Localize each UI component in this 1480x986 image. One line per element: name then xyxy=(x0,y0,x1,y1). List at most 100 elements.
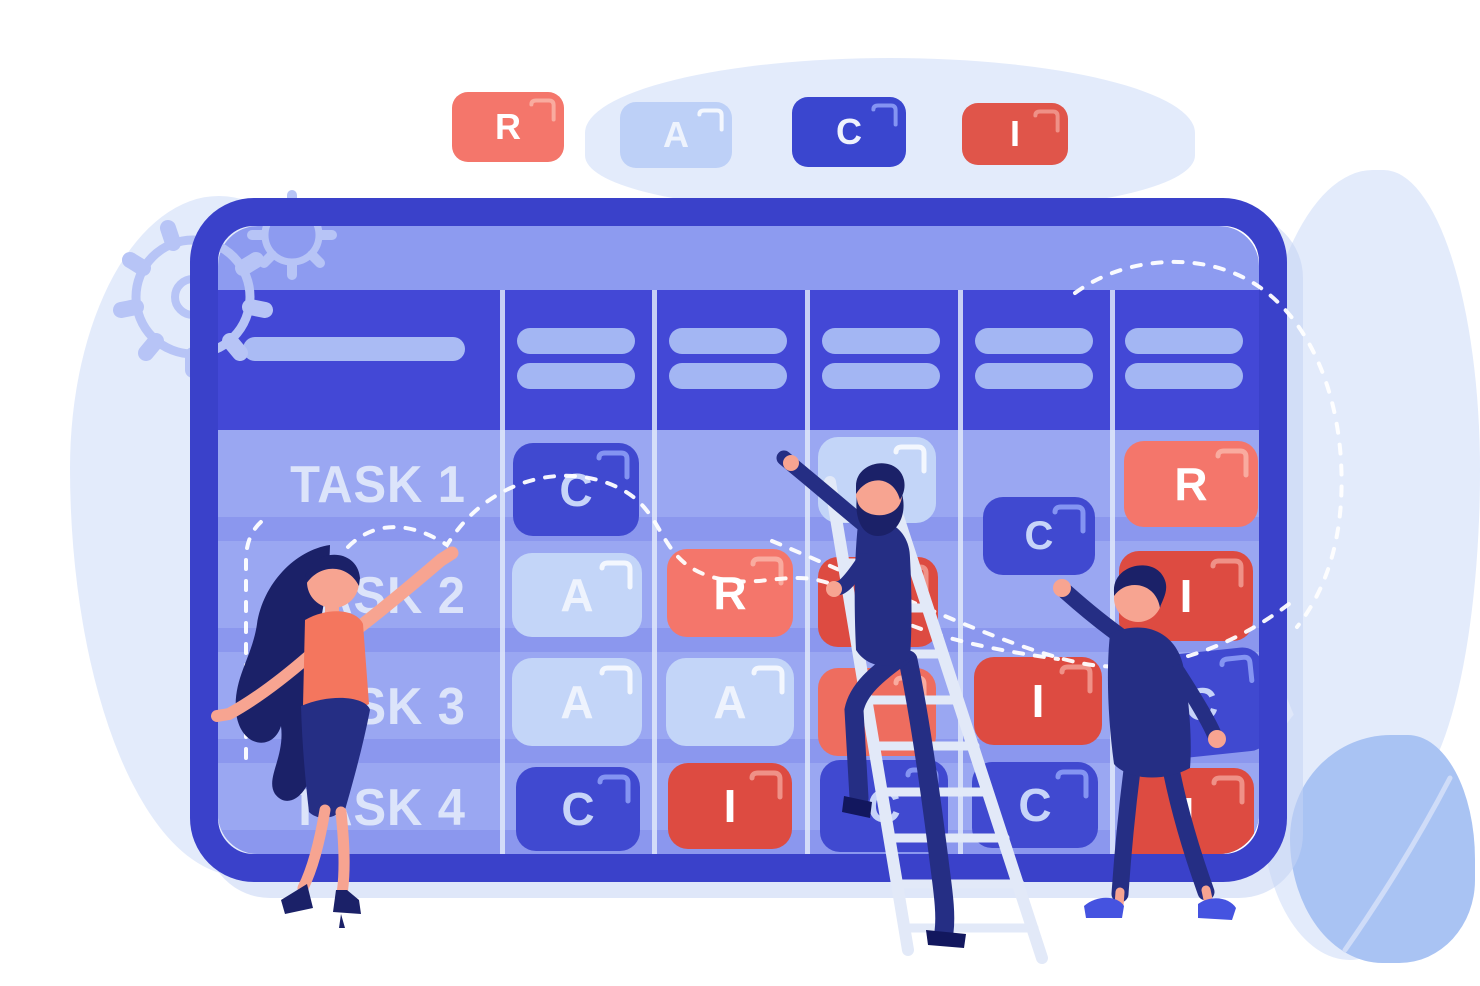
corner-bracket-icon xyxy=(1211,775,1245,805)
corner-bracket-icon xyxy=(599,560,633,590)
corner-bracket-icon xyxy=(751,665,785,695)
legend-badge-i: I xyxy=(962,103,1068,165)
man-right-leg xyxy=(1163,765,1215,901)
header-placeholder-bar xyxy=(1125,363,1243,389)
badge-letter: A xyxy=(560,569,594,621)
corner-bracket-icon xyxy=(871,103,898,127)
corner-bracket-icon xyxy=(599,665,633,695)
corner-bracket-icon xyxy=(596,450,630,480)
raci-badge-held-under-arm: C xyxy=(1130,645,1259,763)
legend-badge-r: R xyxy=(452,92,564,162)
man-climbing-shoe xyxy=(926,930,966,948)
woman-heel-shoe xyxy=(281,884,313,914)
man-climbing-hair xyxy=(856,463,905,500)
badge-letter: I xyxy=(1179,570,1193,622)
corner-bracket-icon xyxy=(1033,109,1060,133)
header-placeholder-bar xyxy=(517,363,635,389)
man-climbing-bent-leg xyxy=(844,646,912,808)
badge-letter: I xyxy=(1009,113,1020,154)
corner-bracket-icon xyxy=(1059,664,1093,694)
column-separator xyxy=(958,290,963,854)
badge-letter: A xyxy=(560,676,594,728)
woman-skirt xyxy=(301,697,370,818)
badge-letter: I xyxy=(1031,675,1045,727)
badge-letter: I xyxy=(723,780,737,832)
raci-badge-r: R xyxy=(667,549,793,637)
header-placeholder-bar xyxy=(1125,328,1243,354)
corner-bracket-icon xyxy=(697,108,724,132)
corner-bracket-icon xyxy=(597,774,631,804)
corner-bracket-icon xyxy=(1210,558,1244,588)
corner-bracket-icon xyxy=(749,770,783,800)
badge-letter: R xyxy=(713,567,747,619)
man-right-down-arm xyxy=(1170,664,1222,742)
figure-man-climbing xyxy=(776,450,966,948)
raci-badge-c: C xyxy=(972,762,1098,848)
raci-badge-a: A xyxy=(512,658,642,746)
task-label: TASK 1 xyxy=(290,456,466,514)
raci-badge-i: I xyxy=(974,657,1102,745)
column-separator xyxy=(1110,290,1115,854)
man-right-shoe xyxy=(1084,897,1124,918)
corner-bracket-icon xyxy=(1219,654,1255,684)
leaf-vein xyxy=(1342,775,1453,953)
column-separator xyxy=(500,290,505,854)
corner-bracket-icon xyxy=(1215,448,1249,478)
man-climbing-torso xyxy=(854,520,912,666)
badge-letter: A xyxy=(713,676,747,728)
woman-front-hair xyxy=(305,554,360,586)
man-climbing-beard xyxy=(856,494,904,536)
woman-top xyxy=(303,611,369,715)
column-separator xyxy=(805,290,810,854)
man-climbing-shoe xyxy=(842,796,872,818)
badge-letter: C xyxy=(1018,779,1052,831)
badge-letter: R xyxy=(495,106,521,147)
raci-badge-c: C xyxy=(513,443,639,536)
woman-heel-shoe xyxy=(333,890,361,928)
woman-leg xyxy=(335,806,350,900)
corner-bracket-icon xyxy=(1052,504,1086,534)
badge-letter: C xyxy=(836,111,862,152)
legend-badge-c: C xyxy=(792,97,906,167)
man-climbing-back-leg xyxy=(898,650,955,942)
man-climbing-hand xyxy=(826,581,842,597)
badge-letter: C xyxy=(559,463,593,516)
header-placeholder-bar xyxy=(669,328,787,354)
header-placeholder-bar xyxy=(975,363,1093,389)
leaf-blob xyxy=(1290,735,1475,963)
corner-bracket-icon xyxy=(893,444,927,474)
woman-leg xyxy=(297,804,331,894)
raci-badge-held: C xyxy=(983,497,1095,575)
badge-letter: C xyxy=(1024,513,1054,558)
header-placeholder-bar xyxy=(669,363,787,389)
column-separator xyxy=(652,290,657,854)
raci-badge-c: C xyxy=(516,767,640,851)
corner-bracket-icon xyxy=(529,98,556,122)
figure-woman-pointing xyxy=(211,545,459,928)
man-right-shoe xyxy=(1198,898,1236,920)
man-climbing-hand xyxy=(783,455,799,471)
corner-bracket-icon xyxy=(1055,769,1089,799)
background-blob-left-small xyxy=(76,446,180,526)
legend-badge-a: A xyxy=(620,102,732,168)
header-placeholder-bar xyxy=(975,328,1093,354)
man-right-torso xyxy=(1107,627,1191,778)
header-placeholder-bar xyxy=(517,328,635,354)
woman-left-arm xyxy=(211,650,315,722)
man-right-hand xyxy=(1208,730,1226,748)
badge-letter: A xyxy=(663,114,689,155)
badge-letter: R xyxy=(1174,458,1208,510)
raci-badge-r: R xyxy=(1124,441,1258,527)
man-right-hand xyxy=(1053,579,1071,597)
background-blob-right xyxy=(1255,170,1480,800)
header-placeholder-bar xyxy=(822,328,940,354)
header-placeholder-bar xyxy=(243,337,465,361)
badge-letter: C xyxy=(561,783,595,835)
man-right-leg xyxy=(1111,761,1141,903)
header-placeholder-bar xyxy=(822,363,940,389)
corner-bracket-icon xyxy=(750,556,784,586)
raci-badge-a: A xyxy=(512,553,642,637)
raci-badge-a: A xyxy=(666,658,794,746)
man-right-hair xyxy=(1113,565,1167,608)
